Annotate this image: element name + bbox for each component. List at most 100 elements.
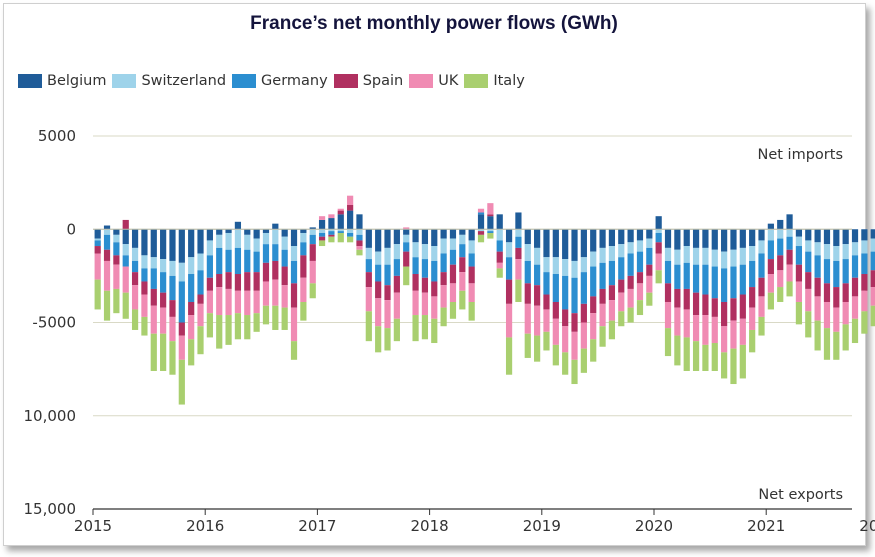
bar-segment-switzerland bbox=[234, 229, 242, 248]
bar-segment-italy bbox=[300, 301, 307, 321]
bar-segment-switzerland bbox=[674, 249, 681, 265]
bar-segment-belgium bbox=[253, 229, 260, 239]
bar-segment-italy bbox=[169, 341, 176, 375]
bar-segment-switzerland bbox=[347, 229, 354, 233]
bar-segment-switzerland bbox=[131, 247, 139, 261]
bar-segment-switzerland bbox=[505, 242, 513, 258]
bar-segment-germany bbox=[347, 232, 354, 237]
bar-segment-switzerland bbox=[328, 229, 335, 232]
bar-segment-spain bbox=[225, 272, 232, 289]
bar-segment-uk bbox=[328, 214, 335, 219]
bar-segment-uk bbox=[337, 208, 344, 211]
bar-segment-uk bbox=[131, 285, 139, 310]
bar-segment-belgium bbox=[113, 229, 120, 235]
bar-segment-spain bbox=[786, 249, 793, 265]
bar-segment-uk bbox=[188, 315, 195, 340]
bar-segment-germany bbox=[403, 242, 410, 252]
bar-segment-germany bbox=[160, 272, 167, 293]
bar-segment-belgium bbox=[393, 229, 400, 245]
bar-segment-uk bbox=[459, 272, 466, 291]
bar-segment-uk bbox=[562, 326, 569, 353]
bar-segment-spain bbox=[262, 262, 270, 282]
bar-segment-uk bbox=[300, 277, 307, 302]
legend-label-switzerland: Switzerland bbox=[141, 73, 227, 89]
bar-segment-switzerland bbox=[421, 244, 429, 260]
bar-segment-spain bbox=[487, 214, 494, 217]
bar-segment-uk bbox=[178, 335, 185, 360]
bar-segment-spain bbox=[524, 283, 531, 304]
bar-segment-switzerland bbox=[272, 229, 279, 245]
bar-segment-germany bbox=[468, 253, 475, 267]
bar-segment-uk bbox=[113, 264, 120, 289]
bar-segment-germany bbox=[244, 249, 251, 273]
bar-segment-uk bbox=[440, 285, 447, 308]
bar-segment-spain bbox=[318, 236, 326, 241]
bar-segment-switzerland bbox=[94, 238, 101, 241]
bar-segment-uk bbox=[861, 290, 868, 312]
bar-segment-italy bbox=[328, 236, 335, 243]
bar-segment-switzerland bbox=[618, 244, 625, 258]
bar-segment-germany bbox=[197, 270, 204, 295]
bar-segment-italy bbox=[262, 305, 270, 325]
bar-segment-italy bbox=[459, 290, 466, 310]
bar-segment-uk bbox=[814, 296, 821, 321]
bar-segment-belgium bbox=[477, 214, 485, 230]
bar-segment-germany bbox=[487, 231, 494, 233]
bar-segment-italy bbox=[131, 309, 139, 330]
bar-segment-switzerland bbox=[562, 259, 569, 276]
bar-segment-germany bbox=[599, 262, 606, 289]
bar-segment-italy bbox=[412, 315, 419, 342]
bar-segment-switzerland bbox=[636, 240, 644, 252]
bar-segment-belgium bbox=[178, 229, 185, 263]
bar-segment-switzerland bbox=[290, 246, 298, 261]
bar-segment-uk bbox=[692, 315, 700, 342]
legend-item-spain: Spain bbox=[333, 73, 403, 89]
bar-segment-germany bbox=[421, 259, 429, 278]
bar-segment-uk bbox=[141, 294, 148, 317]
bar-segment-switzerland bbox=[253, 238, 260, 252]
bar-segment-germany bbox=[141, 268, 148, 282]
bar-segment-switzerland bbox=[169, 260, 176, 276]
bar-segment-germany bbox=[272, 244, 279, 261]
bar-segment-italy bbox=[870, 305, 875, 327]
bar-segment-italy bbox=[515, 279, 522, 302]
bar-segment-italy bbox=[421, 315, 429, 340]
bar-segment-uk bbox=[496, 262, 503, 269]
legend-swatch-italy bbox=[464, 74, 489, 88]
bar-segment-uk bbox=[365, 287, 372, 312]
bar-segment-switzerland bbox=[412, 242, 419, 258]
bar-segment-belgium bbox=[337, 214, 344, 230]
bar-segment-spain bbox=[188, 301, 195, 316]
bar-segment-spain bbox=[730, 298, 737, 321]
bar-segment-germany bbox=[767, 240, 774, 260]
bar-segment-belgium bbox=[272, 223, 279, 230]
bar-segment-italy bbox=[347, 236, 354, 243]
bar-segment-italy bbox=[318, 240, 326, 247]
bar-segment-germany bbox=[861, 253, 868, 275]
bar-segment-belgium bbox=[244, 229, 251, 235]
bar-segment-germany bbox=[449, 249, 457, 265]
legend-label-belgium: Belgium bbox=[47, 73, 107, 89]
bar-segment-spain bbox=[795, 264, 803, 282]
bar-segment-belgium bbox=[225, 229, 232, 233]
bar-segment-uk bbox=[477, 208, 485, 213]
bar-segment-switzerland bbox=[515, 229, 522, 237]
legend-swatch-germany bbox=[232, 74, 257, 88]
bar-segment-uk bbox=[150, 305, 157, 334]
legend-swatch-spain bbox=[333, 74, 358, 88]
bar-segment-germany bbox=[318, 232, 326, 237]
bar-segment-uk bbox=[795, 281, 803, 302]
legend-label-germany: Germany bbox=[261, 73, 328, 89]
bar-segment-switzerland bbox=[225, 232, 232, 250]
bar-segment-spain bbox=[767, 259, 774, 275]
bar-segment-uk bbox=[524, 303, 531, 334]
bar-segment-belgium bbox=[449, 229, 457, 239]
bar-segment-italy bbox=[805, 311, 812, 338]
bar-segment-switzerland bbox=[599, 247, 606, 263]
bar-segment-spain bbox=[758, 277, 765, 297]
bar-segment-uk bbox=[206, 290, 213, 314]
bar-segment-spain bbox=[347, 205, 354, 211]
x-tick-label: 2022 bbox=[859, 517, 875, 535]
bar-segment-spain bbox=[477, 231, 485, 235]
